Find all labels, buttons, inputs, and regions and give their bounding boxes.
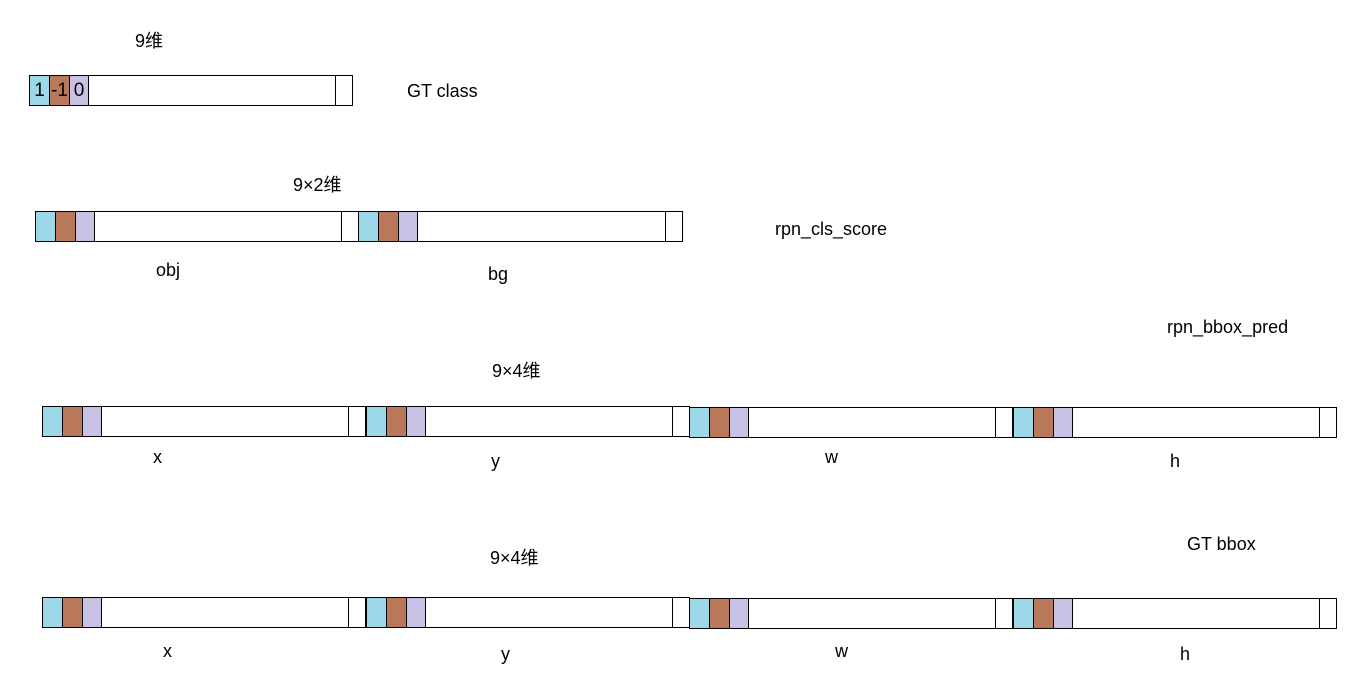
cell-blue [1014, 599, 1034, 628]
rpn-bbox-pred-w-vector [689, 407, 1013, 438]
cell-blue [43, 407, 63, 436]
cell-purple [83, 407, 102, 436]
cell-tail [673, 407, 689, 436]
rpn-bbox-pred-x-vector [42, 406, 366, 437]
rpn-bbox-pred-h-vector [1013, 407, 1337, 438]
gt-class-dim-label: 9维 [135, 31, 164, 51]
gt-x-label: x [163, 641, 172, 661]
cell-purple [83, 598, 102, 627]
cell-brown [379, 212, 399, 241]
pred-h-label: h [1170, 451, 1181, 471]
cell-fill [749, 599, 996, 628]
cell-fill [102, 407, 349, 436]
rpn-cls-score-bg-vector [358, 211, 683, 242]
cell-fill [89, 76, 336, 105]
cell-brown [1034, 599, 1054, 628]
cell-purple [730, 408, 749, 437]
cell-fill [95, 212, 342, 241]
cell-brown [710, 599, 730, 628]
cell-tail [666, 212, 682, 241]
cell-blue [1014, 408, 1034, 437]
gt-bbox-x-vector [42, 597, 366, 628]
cell-tail [349, 407, 365, 436]
pred-x-label: x [153, 447, 162, 467]
cell-blue [36, 212, 56, 241]
pred-w-label: w [825, 447, 838, 467]
cell-brown [387, 598, 407, 627]
cell-fill [426, 598, 673, 627]
pred-y-label: y [491, 451, 500, 471]
cell-brown [387, 407, 407, 436]
cell-tail [673, 598, 689, 627]
cell-positive: 1 [30, 76, 50, 105]
gt-class-vector: 1 -1 0 [29, 75, 353, 106]
cell-purple [407, 598, 426, 627]
cell-fill [418, 212, 666, 241]
cell-tail [1320, 599, 1336, 628]
cell-purple [76, 212, 95, 241]
cell-purple [399, 212, 418, 241]
gt-bbox-w-vector [689, 598, 1013, 629]
gt-y-label: y [501, 644, 510, 664]
cell-purple [1054, 408, 1073, 437]
cell-blue [690, 599, 710, 628]
gt-bbox-dim-label: 9×4维 [490, 548, 539, 568]
gt-bbox-h-vector [1013, 598, 1337, 629]
cell-tail [349, 598, 365, 627]
rpn-bbox-pred-name: rpn_bbox_pred [1167, 317, 1289, 337]
cell-fill [426, 407, 673, 436]
gt-bbox-name: GT bbox [1187, 534, 1256, 554]
cell-tail [336, 76, 352, 105]
gt-bbox-y-vector [366, 597, 690, 628]
cell-tail [1320, 408, 1336, 437]
rpn-bbox-pred-y-vector [366, 406, 690, 437]
cell-brown [63, 598, 83, 627]
cell-tail [996, 599, 1012, 628]
cell-blue [367, 598, 387, 627]
rpn-bbox-pred-dim-label: 9×4维 [492, 361, 541, 381]
cell-purple [730, 599, 749, 628]
gt-class-name: GT class [407, 81, 478, 101]
cell-fill [1073, 599, 1320, 628]
rpn-cls-score-dim-label: 9×2维 [293, 175, 342, 195]
cell-tail [342, 212, 358, 241]
cell-brown [710, 408, 730, 437]
cell-purple [407, 407, 426, 436]
cell-brown [1034, 408, 1054, 437]
cell-brown [63, 407, 83, 436]
gt-h-label: h [1180, 644, 1191, 664]
rpn-cls-score-obj-vector [35, 211, 359, 242]
cell-brown [56, 212, 76, 241]
cell-fill [102, 598, 349, 627]
bg-label: bg [488, 264, 509, 284]
cell-ignore: -1 [50, 76, 70, 105]
cell-blue [690, 408, 710, 437]
cell-blue [367, 407, 387, 436]
cell-negative: 0 [70, 76, 89, 105]
obj-label: obj [156, 260, 181, 280]
cell-blue [359, 212, 379, 241]
cell-blue [43, 598, 63, 627]
cell-fill [1073, 408, 1320, 437]
cell-fill [749, 408, 996, 437]
rpn-cls-score-name: rpn_cls_score [775, 219, 888, 239]
gt-w-label: w [835, 641, 848, 661]
cell-tail [996, 408, 1012, 437]
cell-purple [1054, 599, 1073, 628]
